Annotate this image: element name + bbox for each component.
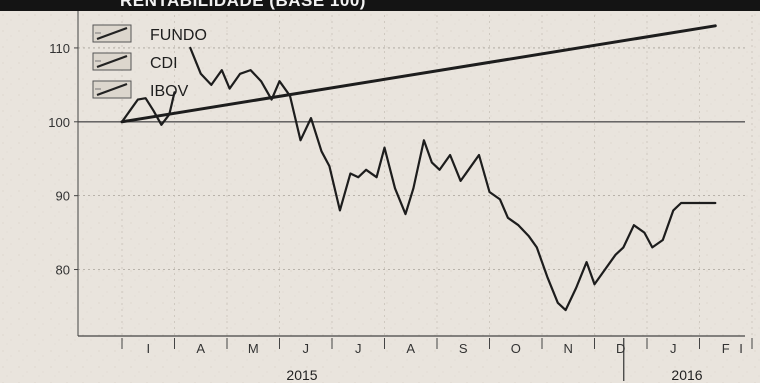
x-tick-label: J (670, 341, 677, 356)
grid-layer (78, 15, 753, 336)
x-tick-label: A (406, 341, 415, 356)
series-ibov-line (189, 46, 717, 312)
x-tick-label: S (459, 341, 468, 356)
series-cdi-line (120, 24, 717, 124)
x-tick-label: I (739, 341, 743, 356)
legend-label-ibov: IBOV (150, 83, 189, 100)
chart-header-bar: RENTABILIDADE (BASE 100) (0, 0, 760, 11)
x-tick-label: O (511, 341, 521, 356)
x-tick-label: F (722, 341, 730, 356)
x-tick-label: D (616, 341, 625, 356)
series-layer (120, 24, 717, 312)
series-fundo-line (120, 91, 176, 126)
chart-title: RENTABILIDADE (BASE 100) (120, 0, 366, 10)
y-tick-label: 90 (56, 189, 70, 204)
x-tick-label: N (564, 341, 573, 356)
legend-label-cdi: CDI (150, 55, 178, 72)
x-tick-label: J (303, 341, 310, 356)
legend: FUNDO CDI IBOV (92, 24, 207, 100)
year-label-2015: 2015 (286, 367, 317, 383)
legend-swatch-fundo (92, 24, 132, 43)
legend-swatch-cdi (92, 52, 132, 71)
x-tick-label: A (196, 341, 205, 356)
legend-label-fundo: FUNDO (150, 27, 207, 44)
y-tick-label: 110 (49, 41, 70, 56)
x-tick-label: J (355, 341, 362, 356)
legend-item-ibov: IBOV (92, 80, 189, 100)
legend-item-cdi: CDI (92, 52, 178, 72)
legend-swatch-ibov (92, 80, 132, 99)
x-tick-label: M (248, 341, 259, 356)
chart-texture (0, 11, 760, 383)
y-tick-label: 100 (48, 115, 70, 130)
x-tick-label: I (146, 341, 150, 356)
y-tick-label: 80 (56, 263, 70, 278)
legend-item-fundo: FUNDO (92, 24, 207, 44)
year-label-2016: 2016 (671, 367, 702, 383)
